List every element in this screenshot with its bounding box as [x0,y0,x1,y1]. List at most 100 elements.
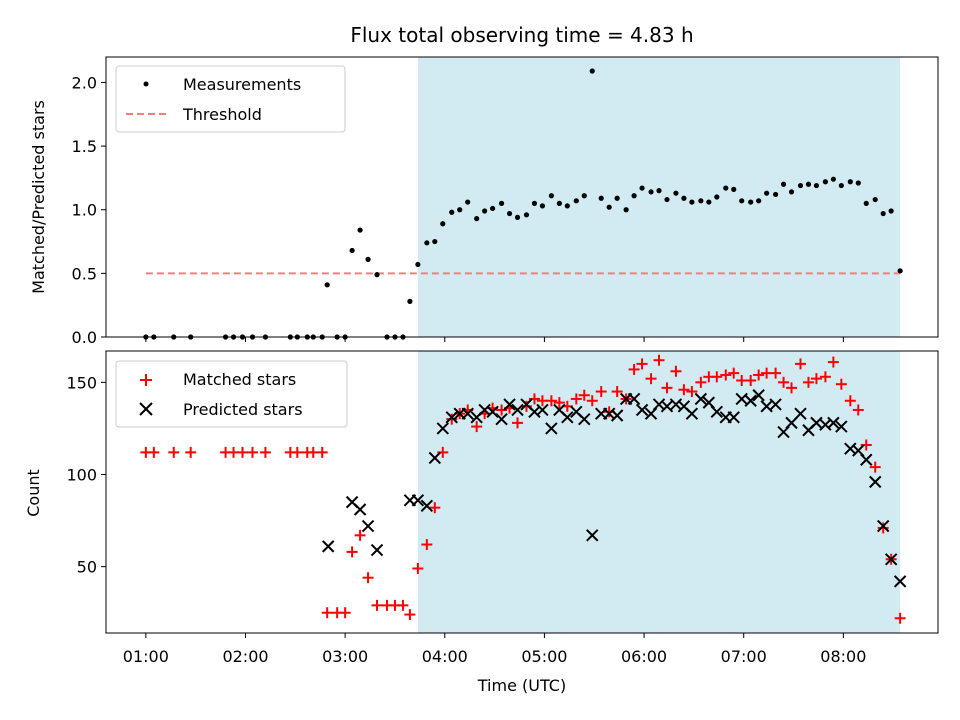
legend-label-matched-stars: Matched stars [183,370,296,389]
matched-star-point [720,369,732,381]
top-y-ticks: 0.0 0.5 1.0 1.5 2.0 [72,73,106,347]
legend-label-threshold: Threshold [182,105,262,124]
top-y-tick-label: 1.0 [72,201,97,220]
matched-star-point [894,612,906,624]
measurement-point [357,227,363,233]
predicted-stars-points [321,389,907,588]
measurement-point [706,199,712,205]
measurement-point [764,190,770,196]
predicted-star-point [561,411,574,424]
predicted-star-point [610,409,624,422]
matched-star-point [412,562,424,574]
x-tick-label: 07:00 [721,647,767,666]
bottom-axes-frame [105,350,939,634]
measurement-point [689,199,695,205]
predicted-star-point [586,529,599,542]
matched-star-point [362,572,374,584]
measurement-point [324,282,330,288]
measurement-point [424,240,430,246]
matched-star-point [770,367,782,379]
measurement-point [449,209,455,215]
top-legend-box [115,65,346,133]
predicted-star-point [420,499,434,513]
bottom-y-ticks: 50 100 150 [66,373,106,577]
measurement-point [772,191,779,198]
matched-star-point [670,365,682,377]
measurement-points [143,68,903,340]
predicted-star-point [428,451,442,465]
matched-star-point [753,369,765,381]
predicted-star-point [353,503,367,516]
measurement-point [474,216,480,222]
x-tick-label: 06:00 [621,647,667,666]
measurement-point [673,190,679,196]
matched-star-point [404,609,416,621]
matched-star-point [778,376,790,388]
predicted-star-point [503,398,516,411]
measurement-point [606,204,612,210]
predicted-star-point [710,405,724,419]
matched-star-point [711,371,723,383]
legend-label-measurements: Measurements [183,75,301,94]
measurement-point [664,196,670,203]
predicted-star-point [436,422,449,435]
matched-star-point [869,461,881,473]
predicted-star-point [860,453,873,466]
top-y-axis-label: Matched/Predicted stars [29,100,48,294]
measurement-point [863,200,869,206]
predicted-star-point [685,407,699,420]
matched-star-point [794,358,806,370]
observing-window-shade-bottom [417,351,901,633]
measurement-point [838,182,844,189]
predicted-star-point [627,392,641,406]
matched-star-point [628,363,640,375]
measurement-point [631,193,637,199]
measurement-point [490,205,496,212]
measurement-point [564,203,570,209]
chart-title: Flux total observing time = 4.83 h [350,23,693,47]
measurement-point [531,200,538,206]
measurement-point [639,185,645,191]
measurement-point [698,198,704,204]
predicted-star-point [869,475,882,489]
measurement-point [374,272,380,278]
top-y-tick-label: 2.0 [72,73,97,92]
matched-star-point [852,404,864,416]
top-x-ticks [145,337,844,342]
measurement-point [539,203,546,209]
matched-star-point [237,446,249,458]
matched-star-point [246,446,258,458]
predicted-star-point [411,494,425,507]
matched-star-point [321,607,333,619]
matched-star-point [570,393,582,405]
matched-star-point [316,446,328,458]
matched-star-point [429,502,441,514]
measurement-point [506,210,513,217]
measurement-point [855,180,861,186]
measurement-point [556,200,562,206]
predicted-star-point [511,403,524,417]
matched-star-point [802,376,814,388]
measurement-point [880,210,886,217]
matched-star-point [421,539,433,551]
matched-star-point [578,389,590,401]
measurement-point [888,208,894,214]
measurement-point [415,261,421,268]
x-axis-label: Time (UTC) [477,676,566,695]
measurement-point [407,298,413,304]
predicted-star-point [827,416,840,430]
legend-marker-measurements [143,81,149,87]
bottom-legend-box [115,360,348,428]
measurement-point [623,207,629,213]
top-y-tick-label: 0.0 [72,328,97,347]
predicted-star-point [876,519,890,533]
predicted-star-point [461,407,474,420]
measurement-point [813,182,820,189]
predicted-star-point [370,543,384,557]
matched-star-point [827,356,839,368]
measurement-point [648,189,654,195]
measurement-point [482,208,488,214]
measurement-point [614,195,620,201]
